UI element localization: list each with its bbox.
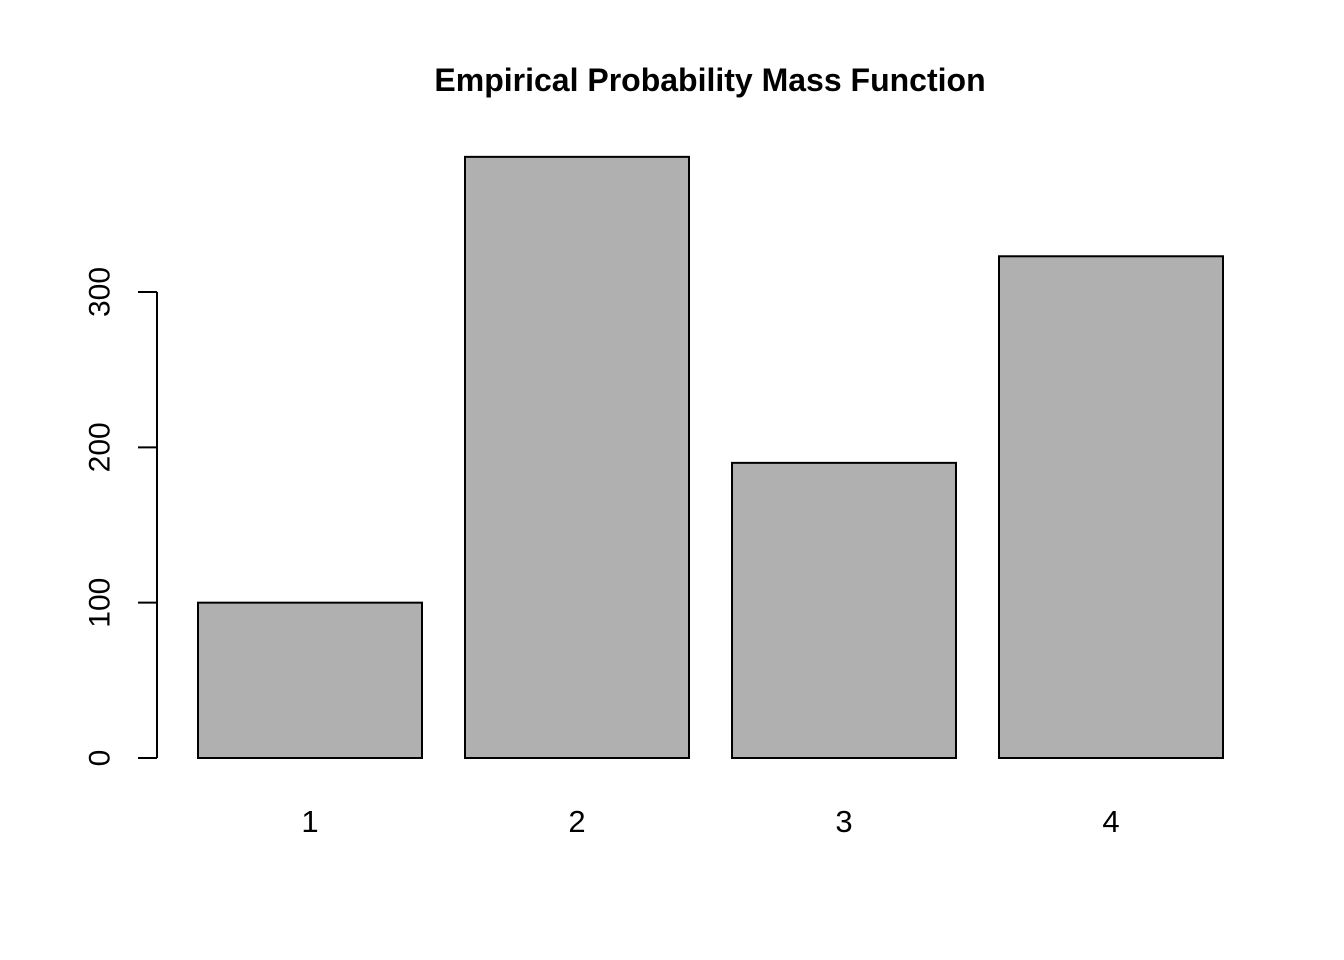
bar-category-4 (998, 255, 1224, 759)
bar-category-3 (731, 461, 957, 759)
y-tick-label: 200 (84, 422, 117, 472)
chart-title: Empirical Probability Mass Function (434, 62, 986, 98)
x-category-label: 3 (835, 804, 852, 839)
bar-category-1 (197, 601, 423, 760)
x-category-label: 4 (1102, 804, 1119, 839)
x-category-label: 1 (301, 804, 318, 839)
bar-category-2 (464, 155, 690, 760)
y-tick-label: 0 (84, 750, 117, 767)
y-tick-label: 100 (84, 578, 117, 628)
y-tick-label: 300 (84, 267, 117, 317)
x-category-label: 2 (568, 804, 585, 839)
